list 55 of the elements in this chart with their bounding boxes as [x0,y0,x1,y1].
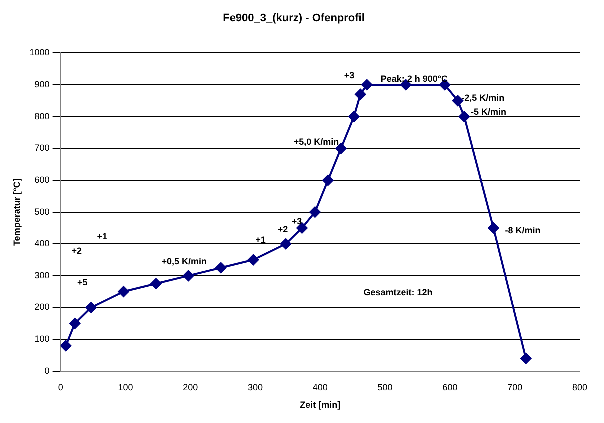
y-tick-label: 300 [34,270,50,280]
point [183,270,194,282]
point [118,286,130,298]
point [248,254,260,266]
annotation: Gesamtzeit: 12h [364,288,433,298]
point [86,302,97,314]
point [520,353,532,364]
x-tick-label: 400 [312,382,328,392]
point [322,174,334,186]
annotation: +1 [97,231,108,242]
x-tick-label: 200 [183,382,198,392]
y-tick-label: 900 [34,80,50,90]
x-tick-label: 800 [572,382,588,392]
point [216,262,227,274]
annotation: +1 [256,235,266,246]
point [60,340,72,352]
y-tick-label: 0 [44,366,50,376]
point [452,95,464,106]
y-tick-label: 200 [34,302,50,312]
point [280,238,292,250]
annotation: +3 [292,216,302,226]
x-tick-label: 0 [58,382,64,392]
point [310,206,321,218]
point [355,89,366,100]
annotation: -8 K/min [505,226,541,236]
y-tick-label: 100 [34,334,50,344]
annotation: Peak: 2 h 900°C [380,74,448,84]
x-tick-label: 300 [248,382,264,392]
x-tick-label: 100 [118,382,134,392]
point [150,278,162,290]
y-tick-label: 800 [34,111,50,122]
annotation: +3 [344,70,355,81]
y-tick-label: 400 [34,238,50,249]
y-axis-title: Temperatur [°C] [12,178,22,246]
y-tick-label: 1000 [30,48,50,58]
point [488,222,500,234]
x-tick-label: 500 [378,382,393,392]
x-axis-title: Zeit [min] [300,400,341,410]
annotation: +5,0 K/min [294,137,340,148]
annotation: +2 [72,246,82,256]
annotation: +0,5 K/min [162,256,208,267]
y-tick-label: 500 [34,206,50,217]
y-tick-label: 700 [34,143,50,154]
point [70,318,81,330]
point [458,111,470,122]
x-tick-label: 600 [442,382,458,392]
point [362,80,373,91]
annotation: +5 [77,277,88,288]
x-tick-label: 700 [508,382,523,392]
annotation: -2,5 K/min [462,92,505,103]
point [348,111,360,122]
annotation: +2 [278,224,288,235]
annotation: -5 K/min [470,106,506,117]
chart-title: Fe900_3_(kurz) - Ofenprofil [223,12,365,25]
y-tick-label: 600 [34,174,50,185]
